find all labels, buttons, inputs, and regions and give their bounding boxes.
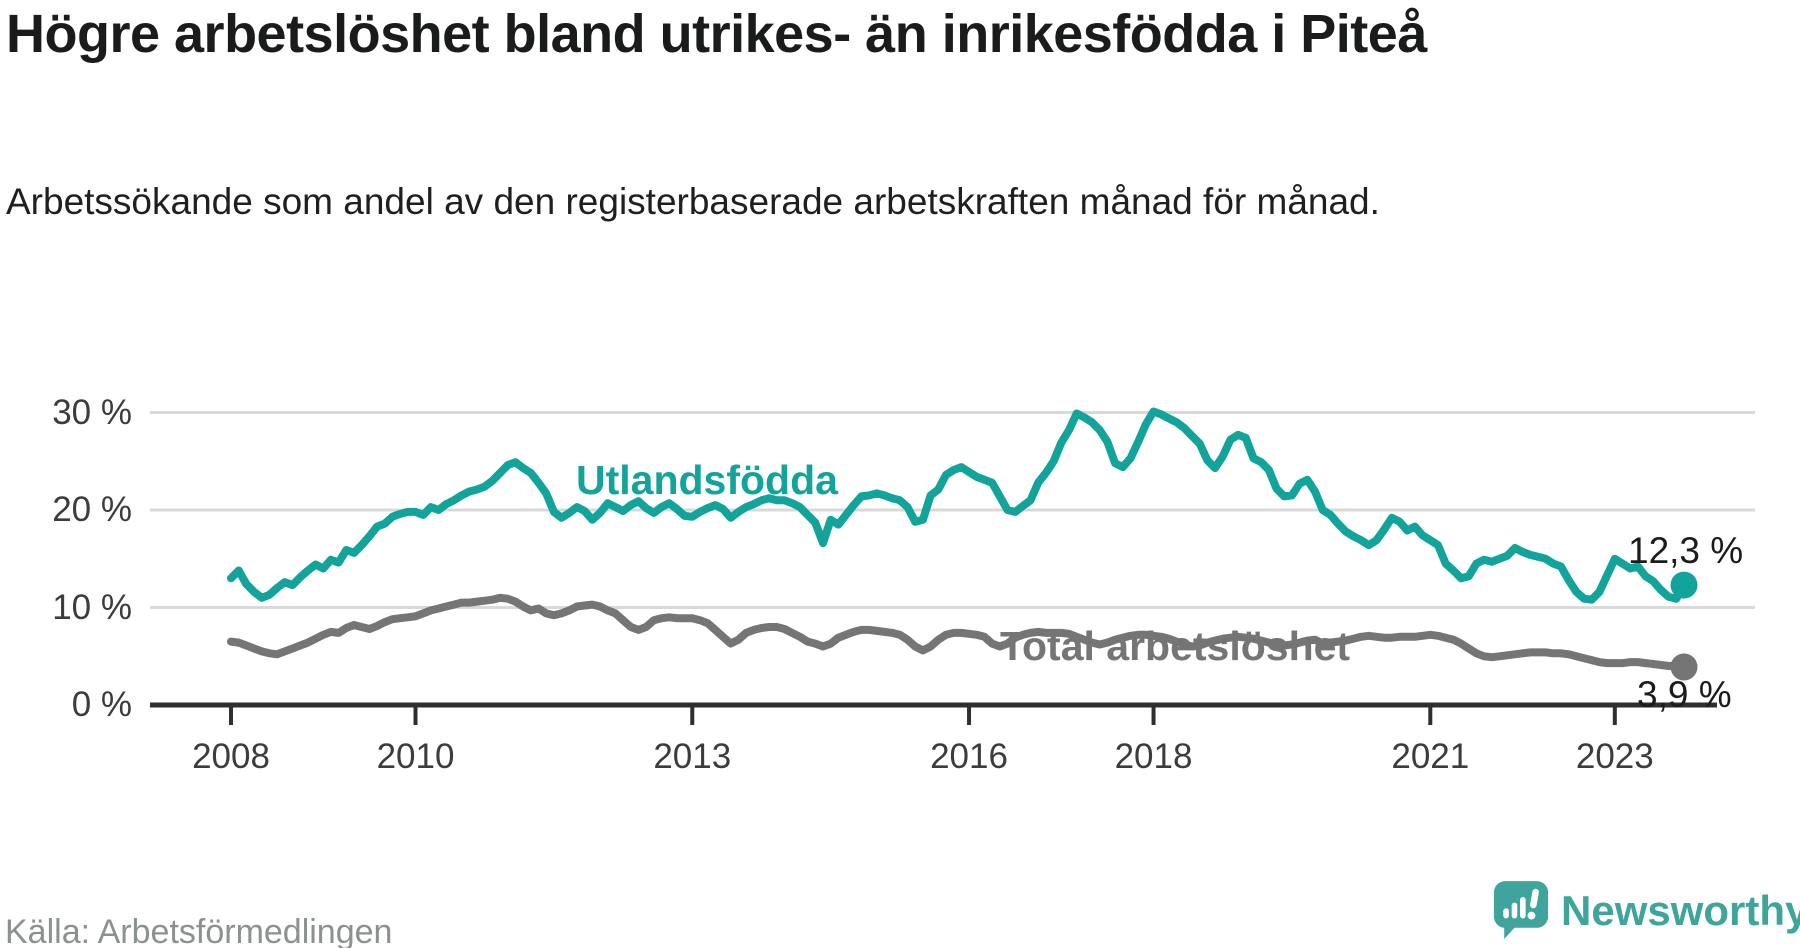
chart-subtitle: Arbetssökande som andel av den registerb… xyxy=(6,181,1380,222)
x-tick-label: 2018 xyxy=(1114,737,1193,776)
source-attribution: Källa: Arbetsförmedlingen xyxy=(5,913,393,948)
brand-name: Newsworthy xyxy=(1561,887,1800,934)
x-tick-label: 2008 xyxy=(192,737,270,776)
series-end-dot-1 xyxy=(1670,653,1698,681)
series-line-0 xyxy=(227,407,1688,604)
newsworthy-logo: Newsworthy xyxy=(1493,880,1800,942)
newsworthy-bubble-icon xyxy=(1493,881,1549,939)
y-tick-label: 0 % xyxy=(71,685,132,724)
series-line-1 xyxy=(227,593,1688,671)
page-title: Högre arbetslöshet bland utrikes- än inr… xyxy=(6,4,1427,64)
x-tick-label: 2010 xyxy=(376,737,455,776)
series-label-utlandsfodda: Utlandsfödda xyxy=(576,457,838,503)
end-value-label-total: 3,9 % xyxy=(1637,674,1732,715)
y-tick-label: 30 % xyxy=(52,392,132,432)
series-end-dot-0 xyxy=(1670,571,1698,599)
y-tick-label: 10 % xyxy=(52,587,132,627)
series-label-total-arbetsloshet: Total arbetslöshet xyxy=(1000,623,1351,669)
x-tick-label: 2021 xyxy=(1391,737,1470,776)
y-tick-label: 20 % xyxy=(52,490,132,529)
x-tick-label: 2016 xyxy=(930,737,1008,776)
x-tick-label: 2023 xyxy=(1575,737,1654,776)
end-value-label-utlandsfodda: 12,3 % xyxy=(1628,530,1744,571)
x-tick-label: 2013 xyxy=(653,737,732,776)
